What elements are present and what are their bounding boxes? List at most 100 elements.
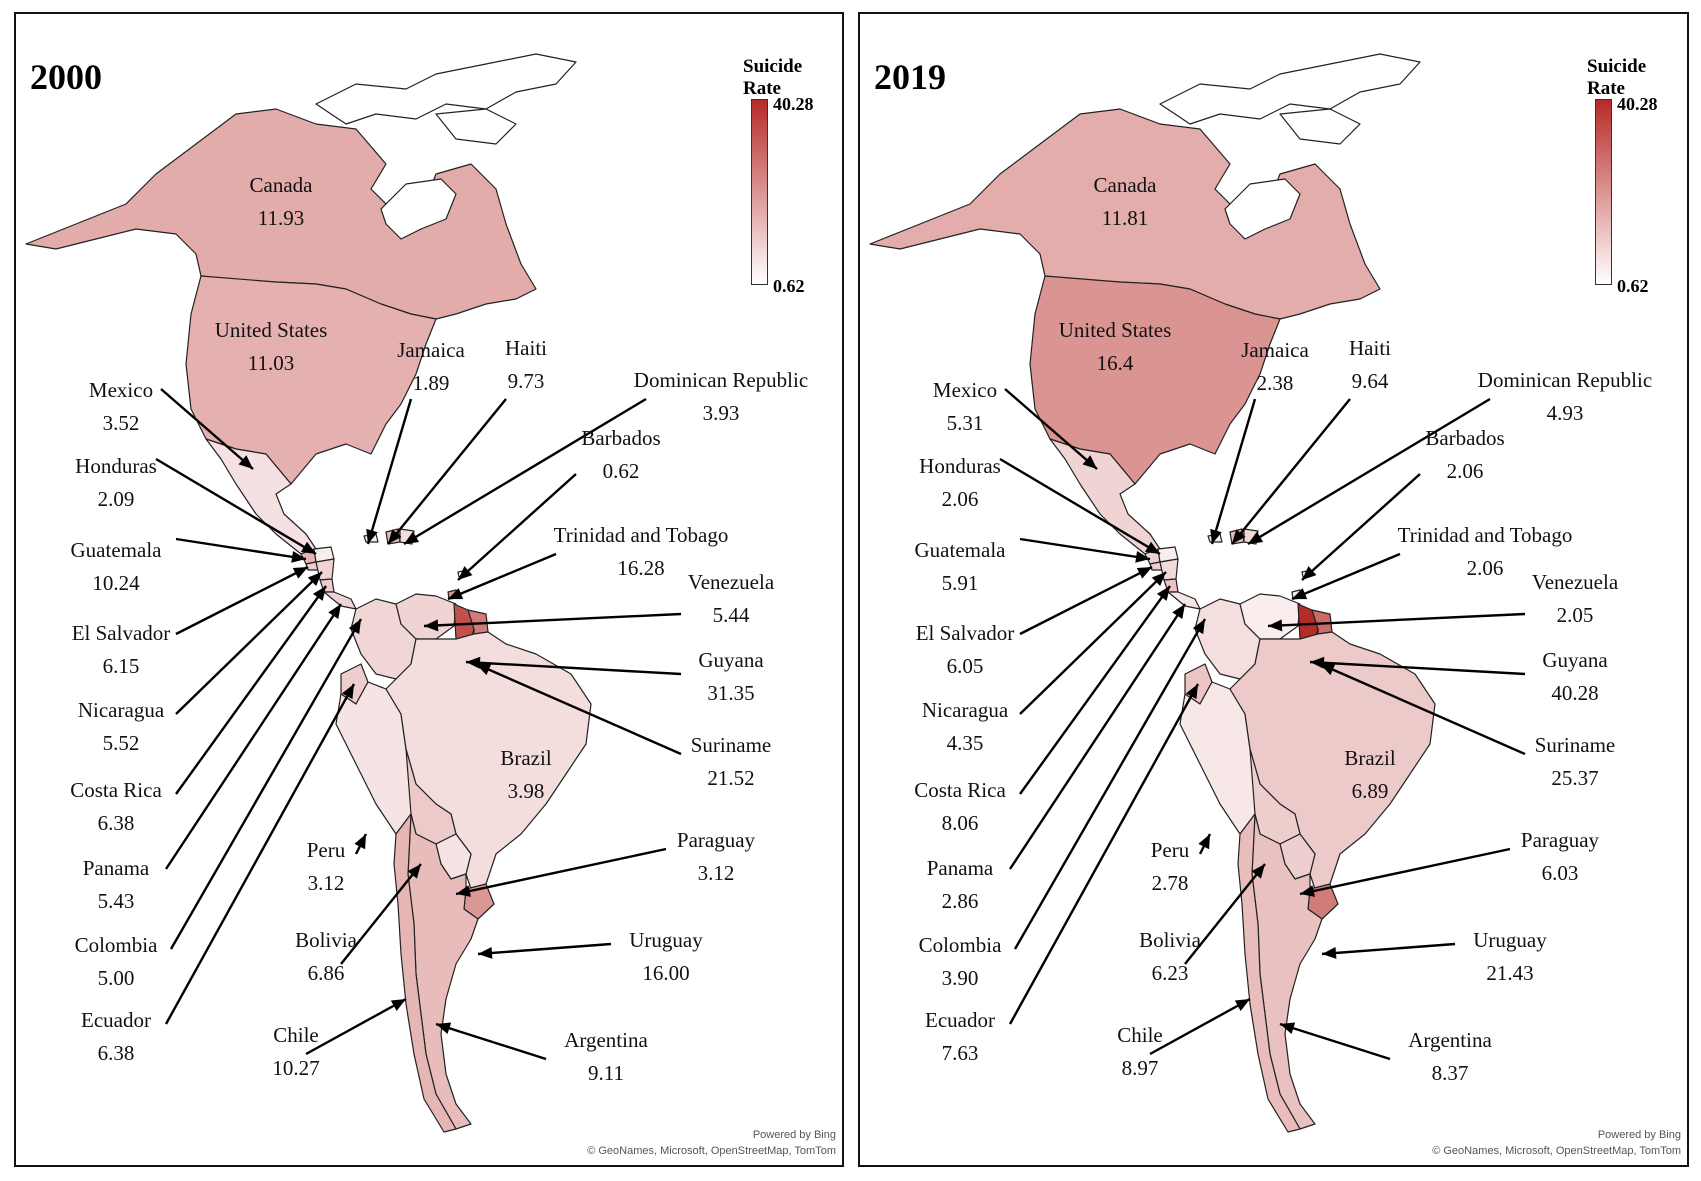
label-nicaragua: Nicaragua 5.52 xyxy=(77,698,165,755)
leader-arrow-costa-rica xyxy=(175,585,327,795)
label-el-salvador: El Salvador 6.15 xyxy=(71,621,171,678)
arrowhead-honduras xyxy=(1144,541,1160,554)
arrowhead-bolivia xyxy=(407,864,421,879)
leader-arrow-costa-rica xyxy=(1019,585,1171,795)
label-costa-rica: Costa Rica 6.38 xyxy=(70,778,162,835)
leader-arrow-uruguay xyxy=(477,942,612,956)
label-jamaica: Jamaica 2.38 xyxy=(1241,338,1309,395)
leader-arrow-bolivia xyxy=(1184,863,1266,965)
leader-arrow-argentina xyxy=(435,1022,547,1061)
hudson-bay xyxy=(380,178,457,240)
leader-arrow-jamaica xyxy=(366,398,413,545)
label-paraguay: Paraguay 6.03 xyxy=(1520,828,1600,885)
arrowhead-uruguay xyxy=(478,946,493,959)
leader-arrow-honduras xyxy=(155,457,317,556)
label-el-salvador: El Salvador 6.05 xyxy=(915,621,1015,678)
label-ecuador: Ecuador 7.63 xyxy=(925,1008,995,1065)
label-bolivia: Bolivia 6.86 xyxy=(295,928,357,985)
country-panama xyxy=(1167,591,1201,610)
label-venezuela: Venezuela 2.05 xyxy=(1531,570,1619,627)
arrowhead-costa-rica xyxy=(1156,586,1170,601)
arrowhead-peru xyxy=(354,834,366,850)
arctic-islands-2 xyxy=(1279,108,1361,145)
leader-arrow-suriname xyxy=(1319,662,1526,756)
leader-arrow-mexico xyxy=(1004,388,1098,470)
label-bolivia: Bolivia 6.23 xyxy=(1139,928,1201,985)
label-chile: Chile 10.27 xyxy=(272,1023,320,1080)
legend-color-bar xyxy=(751,99,768,285)
arrowhead-el-salvador xyxy=(1136,567,1152,579)
country-canada xyxy=(869,108,1381,320)
arrowhead-argentina xyxy=(1280,1022,1296,1034)
legend-max-value: 40.28 xyxy=(1617,94,1658,114)
country-venezuela xyxy=(1239,593,1301,640)
leader-arrow-argentina xyxy=(1279,1022,1391,1061)
leader-arrow-jamaica xyxy=(1210,398,1257,545)
map-canvas xyxy=(25,53,682,1133)
arrowhead-guatemala xyxy=(1135,550,1150,563)
label-canada: Canada 11.93 xyxy=(249,173,313,230)
arrowhead-panama xyxy=(1172,604,1185,619)
label-guyana: Guyana 31.35 xyxy=(698,648,764,705)
map-panel-2019: 2019 Suicide Rate 40.28 0.62 Canada 11.81… xyxy=(858,12,1689,1167)
arrowhead-ecuador xyxy=(1185,684,1198,700)
leader-arrow-colombia xyxy=(1013,618,1207,950)
label-dominican-republic: Dominican Republic 4.93 xyxy=(1477,368,1653,425)
arrowhead-colombia xyxy=(1192,619,1205,635)
arrowhead-nicaragua xyxy=(1151,572,1166,587)
leader-arrow-panama xyxy=(1008,603,1187,870)
legend-color-bar xyxy=(1595,99,1612,285)
arrowhead-bolivia xyxy=(1251,864,1265,879)
country-mexico xyxy=(205,438,317,555)
sources-text: © GeoNames, Microsoft, OpenStreetMap, To… xyxy=(587,1145,836,1157)
arrowhead-dominican-republic xyxy=(1248,531,1264,544)
label-honduras: Honduras 2.06 xyxy=(919,454,1001,511)
arrowhead-suriname xyxy=(1320,664,1336,676)
leader-arrow-guatemala xyxy=(175,537,307,561)
arctic-islands xyxy=(1159,53,1421,125)
label-venezuela: Venezuela 5.44 xyxy=(687,570,775,627)
powered-by-text: Powered by Bing xyxy=(1597,1129,1681,1141)
leader-arrow-venezuela xyxy=(1267,612,1526,628)
arrowhead-mexico xyxy=(1082,455,1097,469)
year-label: 2000 xyxy=(30,57,102,97)
arrowhead-jamaica xyxy=(1210,528,1222,544)
label-mexico: Mexico 3.52 xyxy=(88,378,154,435)
arrowhead-haiti xyxy=(388,529,402,544)
country-chile xyxy=(1237,813,1301,1133)
label-argentina: Argentina 8.37 xyxy=(1408,1028,1492,1085)
leader-arrow-guyana xyxy=(465,660,682,676)
arrowhead-paraguay xyxy=(456,885,471,897)
arrowhead-barbados xyxy=(458,566,473,580)
leader-arrow-suriname xyxy=(475,662,682,756)
arrowhead-nicaragua xyxy=(307,572,322,587)
arrowhead-suriname xyxy=(476,664,492,676)
label-trinidad-and-tobago: Trinidad and Tobago 2.06 xyxy=(1397,523,1573,580)
label-uruguay: Uruguay 21.43 xyxy=(1473,928,1547,985)
leader-arrow-chile xyxy=(305,997,407,1056)
map-canvas xyxy=(869,53,1526,1133)
arrowhead-venezuela xyxy=(1268,619,1283,632)
country-united-states xyxy=(185,275,437,485)
leader-arrow-dominican-republic xyxy=(1247,397,1491,546)
arrowhead-panama xyxy=(328,604,341,619)
label-uruguay: Uruguay 16.00 xyxy=(629,928,703,985)
label-colombia: Colombia 3.90 xyxy=(918,933,1002,990)
arrowhead-guatemala xyxy=(291,550,306,563)
country-united-states xyxy=(1029,275,1281,485)
arrowhead-costa-rica xyxy=(312,586,326,601)
label-haiti: Haiti 9.73 xyxy=(505,336,547,393)
label-colombia: Colombia 5.00 xyxy=(74,933,158,990)
leader-arrow-guyana xyxy=(1309,660,1526,676)
arrowhead-colombia xyxy=(348,619,361,635)
label-canada: Canada 11.81 xyxy=(1093,173,1157,230)
label-peru: Peru 2.78 xyxy=(1150,838,1190,895)
leader-arrow-paraguay xyxy=(455,847,667,896)
label-trinidad-and-tobago: Trinidad and Tobago 16.28 xyxy=(553,523,729,580)
label-dominican-republic: Dominican Republic 3.93 xyxy=(633,368,809,425)
map-credit: Powered by Bing © GeoNames, Microsoft, O… xyxy=(1432,1127,1681,1159)
arrowhead-uruguay xyxy=(1322,946,1337,959)
country-venezuela xyxy=(395,593,457,640)
leader-arrow-honduras xyxy=(999,457,1161,556)
label-brazil: Brazil 3.98 xyxy=(500,746,552,803)
